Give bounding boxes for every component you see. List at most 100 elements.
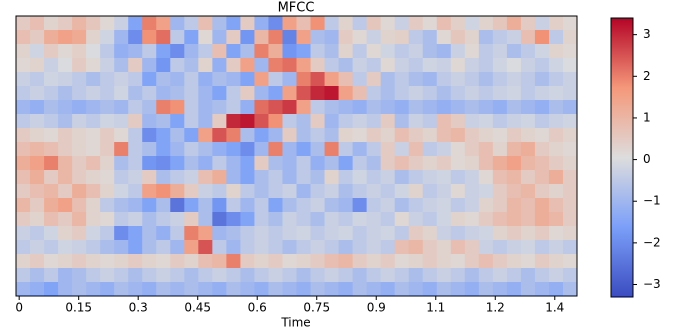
heatmap-cell <box>44 142 59 157</box>
heatmap-cell <box>492 128 508 143</box>
heatmap-cell <box>450 72 466 87</box>
heatmap-cell <box>198 226 213 241</box>
heatmap-cell <box>212 128 227 143</box>
heatmap-cell <box>296 268 312 283</box>
heatmap-cell <box>86 16 101 31</box>
heatmap-cell <box>142 212 157 227</box>
heatmap-cell <box>30 86 45 101</box>
heatmap-cell <box>338 44 354 59</box>
heatmap-cell <box>114 198 129 213</box>
heatmap-cell <box>436 100 452 115</box>
heatmap-cell <box>520 44 536 59</box>
heatmap-cell <box>324 114 340 129</box>
heatmap-cell <box>310 170 326 185</box>
heatmap-cell <box>16 268 31 283</box>
heatmap-cell <box>324 184 340 199</box>
heatmap-cell <box>492 170 508 185</box>
heatmap-cell <box>184 254 199 269</box>
heatmap-cell <box>254 240 269 255</box>
heatmap-cell <box>380 58 396 73</box>
heatmap-cell <box>128 100 143 115</box>
heatmap-cell <box>422 254 438 269</box>
heatmap-cell <box>548 170 564 185</box>
heatmap-cell <box>142 254 157 269</box>
heatmap-cell <box>450 170 466 185</box>
heatmap-cell <box>548 212 564 227</box>
heatmap-cell <box>478 198 494 213</box>
heatmap-cell <box>156 128 171 143</box>
heatmap-cell <box>16 100 31 115</box>
heatmap-cell <box>212 58 227 73</box>
heatmap-cell <box>16 282 31 297</box>
heatmap-cell <box>436 254 452 269</box>
heatmap-cell <box>506 128 522 143</box>
heatmap-cell <box>310 44 326 59</box>
heatmap-cell <box>394 226 410 241</box>
heatmap-cell <box>534 16 550 31</box>
heatmap-cell <box>506 30 522 45</box>
heatmap-cell <box>436 16 452 31</box>
heatmap-cell <box>142 240 157 255</box>
heatmap-cell <box>100 58 115 73</box>
heatmap-cell <box>562 156 578 171</box>
heatmap-cell <box>240 72 255 87</box>
heatmap-cell <box>142 128 157 143</box>
heatmap-cell <box>100 198 115 213</box>
heatmap-cell <box>366 254 382 269</box>
heatmap-cell <box>114 72 129 87</box>
heatmap-cell <box>170 254 185 269</box>
heatmap-cell <box>338 114 354 129</box>
heatmap-cell <box>366 212 382 227</box>
heatmap-cell <box>534 114 550 129</box>
heatmap-cell <box>58 226 73 241</box>
heatmap-cell <box>30 268 45 283</box>
heatmap-cell <box>268 254 283 269</box>
heatmap-cell <box>254 100 269 115</box>
heatmap-cell <box>366 142 382 157</box>
heatmap-cell <box>352 254 368 269</box>
heatmap-cell <box>478 142 494 157</box>
heatmap-cell <box>394 100 410 115</box>
heatmap-cell <box>128 16 143 31</box>
heatmap-cell <box>156 142 171 157</box>
heatmap-cell <box>142 184 157 199</box>
heatmap-cell <box>422 114 438 129</box>
heatmap-cell <box>128 114 143 129</box>
heatmap-cell <box>450 44 466 59</box>
heatmap-cell <box>394 170 410 185</box>
heatmap-cell <box>254 282 269 297</box>
heatmap-cell <box>44 240 59 255</box>
heatmap-cell <box>338 100 354 115</box>
heatmap-cell <box>86 212 101 227</box>
heatmap-cell <box>142 268 157 283</box>
heatmap-cell <box>422 184 438 199</box>
heatmap-cell <box>240 198 255 213</box>
heatmap-cell <box>58 240 73 255</box>
heatmap-cell <box>44 114 59 129</box>
heatmap-cell <box>212 30 227 45</box>
heatmap-cell <box>100 212 115 227</box>
heatmap-cell <box>254 170 269 185</box>
x-tick-label: 0.45 <box>184 301 211 315</box>
heatmap-cell <box>226 212 241 227</box>
heatmap-cell <box>30 226 45 241</box>
heatmap-cell <box>464 128 480 143</box>
heatmap-cell <box>86 170 101 185</box>
heatmap-cell <box>464 58 480 73</box>
heatmap-cell <box>562 268 578 283</box>
heatmap-cell <box>212 184 227 199</box>
heatmap-cell <box>324 16 340 31</box>
heatmap-cell <box>254 128 269 143</box>
heatmap-cell <box>100 170 115 185</box>
heatmap-cell <box>86 226 101 241</box>
heatmap-cell <box>268 198 283 213</box>
heatmap-cell <box>506 100 522 115</box>
heatmap-cell <box>310 156 326 171</box>
heatmap-cell <box>282 86 297 101</box>
heatmap-cell <box>156 282 171 297</box>
heatmap-cell <box>562 16 578 31</box>
heatmap-cell <box>282 212 297 227</box>
heatmap-cell <box>506 170 522 185</box>
heatmap-cell <box>170 240 185 255</box>
x-axis-label: Time <box>280 316 310 330</box>
